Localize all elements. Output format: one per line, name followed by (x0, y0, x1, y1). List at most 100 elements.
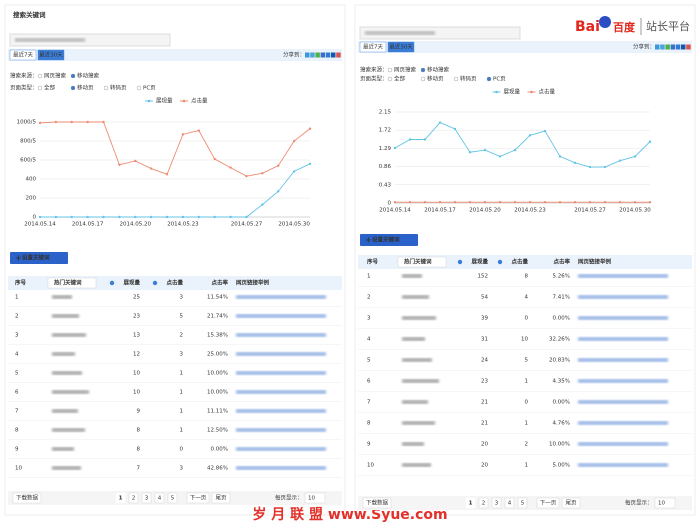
tab[interactable] (359, 41, 387, 53)
share-icon[interactable] (325, 52, 331, 58)
share-icon[interactable] (320, 52, 326, 58)
download-button[interactable] (12, 492, 42, 504)
data-point (618, 200, 622, 204)
page-button[interactable] (478, 497, 489, 509)
cell-value: 9 (137, 409, 141, 415)
url-blur (578, 316, 668, 320)
radio-label: 全部 (394, 75, 406, 83)
add-keyword-button[interactable] (10, 252, 68, 264)
cell-value: 42.86% (207, 466, 228, 472)
share-icon[interactable] (670, 44, 676, 50)
keyword-dropdown[interactable] (47, 277, 97, 289)
radio[interactable] (103, 85, 109, 91)
add-keyword-button[interactable] (360, 234, 418, 246)
cell-value: 1 (525, 421, 529, 427)
keyword-blur (402, 442, 424, 446)
next-button[interactable] (186, 492, 210, 504)
page-button[interactable] (465, 497, 476, 509)
cell-value: 25.00% (207, 352, 228, 358)
data-point (558, 200, 562, 204)
share-icon[interactable] (665, 44, 670, 50)
table-header: 点击量 (166, 279, 183, 287)
tab[interactable] (9, 49, 37, 61)
share-icon[interactable] (331, 52, 336, 58)
keyword-blur (402, 379, 439, 383)
add-keyword-plus: + (365, 236, 372, 245)
share-icon[interactable] (681, 44, 686, 50)
x-tick-label: 2014.05.14 (24, 222, 56, 228)
share-icon[interactable] (655, 44, 660, 50)
radio[interactable] (37, 85, 43, 91)
legend-label: 展现量 (504, 89, 521, 96)
page-button[interactable] (128, 492, 139, 504)
download-button[interactable] (362, 497, 392, 509)
page-button[interactable] (115, 492, 126, 504)
site-select[interactable] (9, 33, 171, 47)
radio[interactable] (420, 67, 426, 73)
radio[interactable] (420, 76, 426, 82)
cell-value: 11.54% (207, 295, 228, 301)
radio[interactable] (387, 67, 393, 73)
keyword-dropdown[interactable] (397, 256, 447, 268)
filter-label: 搜索来源： (360, 66, 388, 74)
radio[interactable] (70, 73, 76, 79)
tab[interactable] (387, 41, 415, 53)
data-point (292, 139, 296, 143)
last-button[interactable] (211, 492, 231, 504)
series-line (40, 163, 311, 218)
y-tick-label: 0.43 (379, 182, 392, 188)
site-select[interactable] (359, 26, 521, 40)
page-number: 2 (132, 496, 136, 502)
radio[interactable] (37, 73, 43, 79)
data-point (483, 148, 487, 152)
page-number: 3 (495, 501, 499, 507)
page-button[interactable] (517, 497, 528, 509)
page-button[interactable] (504, 497, 515, 509)
keyword-blur (402, 400, 428, 404)
tab[interactable] (37, 49, 65, 61)
data-point (118, 163, 121, 166)
x-tick-label: 2014.05.14 (379, 208, 411, 214)
share-icon[interactable] (660, 44, 665, 50)
radio[interactable] (136, 85, 142, 91)
data-point (423, 200, 427, 204)
per-page-select[interactable] (304, 492, 326, 504)
share-icon[interactable] (310, 52, 315, 58)
last-button[interactable] (561, 497, 581, 509)
share-icon[interactable] (675, 44, 681, 50)
x-tick-label: 2014.05.27 (574, 208, 606, 214)
radio-label: PC页 (143, 85, 156, 92)
per-page-label: 每页显示： (275, 494, 303, 502)
data-point (453, 200, 457, 204)
share-icon[interactable] (305, 52, 310, 58)
url-blur (236, 390, 326, 394)
table-header: 网页链接举例 (236, 279, 270, 287)
y-tick-label: 2.15 (379, 110, 392, 116)
page-button[interactable] (167, 492, 178, 504)
data-point (528, 134, 532, 137)
share-icon[interactable] (336, 52, 341, 58)
per-page-select[interactable] (654, 497, 676, 509)
url-blur (578, 421, 668, 425)
radio[interactable] (486, 76, 492, 82)
next-button[interactable] (536, 497, 560, 509)
keyword-blur (52, 371, 82, 375)
data-point (513, 200, 517, 204)
page-button[interactable] (154, 492, 165, 504)
page-button[interactable] (491, 497, 502, 509)
cell-value: 0 (525, 316, 529, 322)
data-point (573, 161, 577, 164)
page-button[interactable] (141, 492, 152, 504)
radio[interactable] (387, 76, 393, 82)
cell-index: 6 (367, 379, 371, 385)
cell-index: 3 (367, 316, 371, 322)
help-icon (109, 280, 115, 286)
share-icon[interactable] (686, 44, 691, 50)
url-blur (236, 409, 326, 413)
radio[interactable] (453, 76, 459, 82)
radio[interactable] (70, 85, 76, 91)
share-icon[interactable] (315, 52, 320, 58)
filter-label: 页面类型： (10, 84, 38, 92)
data-point (588, 200, 592, 204)
keyword-blur (402, 463, 431, 467)
